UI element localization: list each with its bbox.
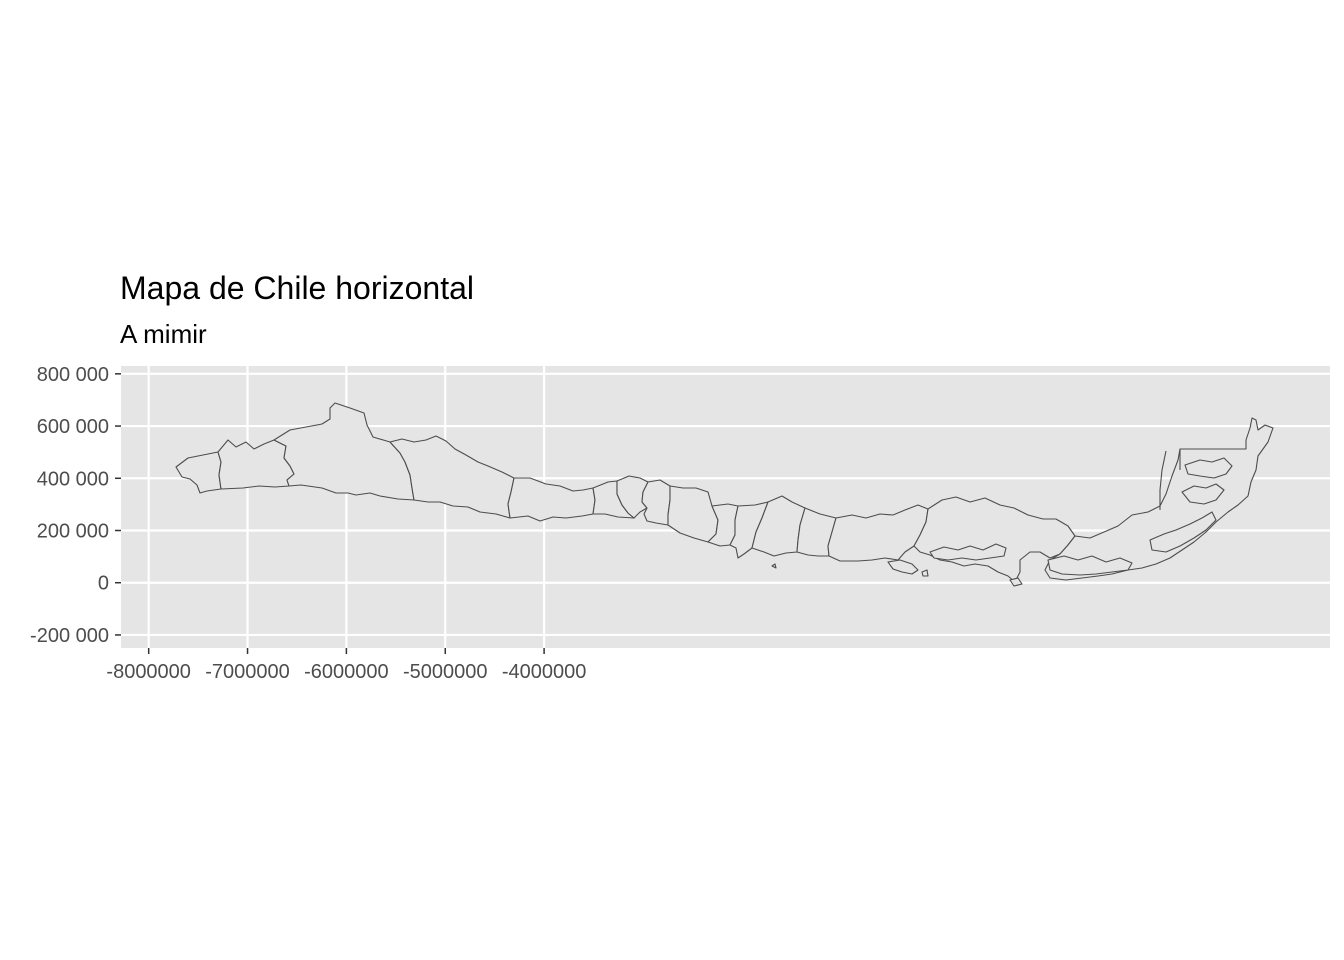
island-cluster-3 — [1149, 511, 1217, 553]
island-small-1 — [771, 563, 777, 569]
y-axis: 800 000 600 000 400 000 200 000 0 -200 000 — [30, 364, 121, 647]
x-tick-label: -7000000 — [205, 661, 290, 683]
map-regions — [175, 402, 1274, 587]
island-cluster-4 — [1184, 457, 1233, 479]
island-cluster-2 — [1047, 555, 1133, 576]
region-coquimbo — [507, 477, 596, 522]
region-araucania — [751, 495, 806, 557]
y-tick-label: -200 000 — [30, 625, 109, 647]
island-chiloe — [887, 559, 919, 575]
x-tick-label: -8000000 — [106, 661, 191, 683]
island-cluster-1 — [929, 543, 1007, 561]
y-tick-label: 400 000 — [37, 468, 109, 490]
x-tick-label: -4000000 — [502, 661, 587, 683]
x-tick-label: -6000000 — [304, 661, 389, 683]
chart-title: Mapa de Chile horizontal — [120, 270, 474, 306]
magallanes-boundary-line — [1159, 449, 1181, 510]
x-tick-label: -5000000 — [403, 661, 488, 683]
chart-subtitle: A mimir — [120, 319, 207, 349]
region-ohiggins — [641, 479, 671, 526]
y-tick-label: 0 — [98, 573, 109, 595]
x-axis: -8000000 -7000000 -6000000 -5000000 -4000000 — [106, 648, 586, 683]
y-tick-label: 200 000 — [37, 521, 109, 543]
island-small-2 — [1009, 577, 1023, 587]
island-cluster-5 — [1181, 483, 1225, 505]
island-small-3 — [921, 569, 929, 577]
y-tick-label: 800 000 — [37, 364, 109, 386]
y-tick-label: 600 000 — [37, 416, 109, 438]
region-los-rios — [796, 507, 837, 557]
region-magallanes — [1044, 417, 1274, 581]
